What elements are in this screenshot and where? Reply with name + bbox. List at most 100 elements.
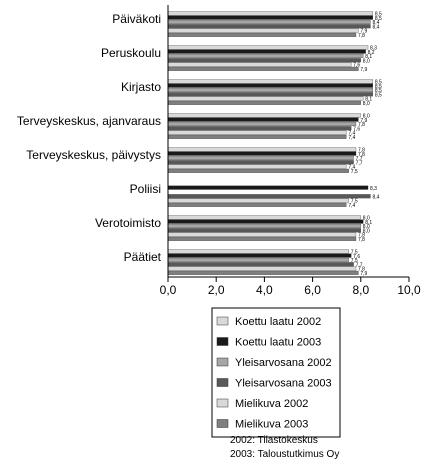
category-label: Päätiet xyxy=(124,250,162,264)
bar xyxy=(167,49,366,54)
value-label: 7,4 xyxy=(348,135,355,141)
legend-label: Mielikuva 2003 xyxy=(235,419,308,431)
value-labels: 8,58,58,48,47,97,88,38,28,18,07,67,98,58… xyxy=(348,12,382,278)
bar xyxy=(167,100,361,105)
bar xyxy=(167,155,354,160)
value-label: 8,0 xyxy=(363,101,370,107)
value-label: 8,1 xyxy=(365,220,372,226)
value-label: 7,9 xyxy=(360,118,367,124)
bar xyxy=(167,262,354,267)
value-label: 8,3 xyxy=(370,186,377,192)
value-label: 7,4 xyxy=(348,165,355,171)
bar xyxy=(167,87,374,92)
value-label: 7,9 xyxy=(360,29,367,35)
value-label: 7,6 xyxy=(353,126,360,132)
bar xyxy=(167,83,374,88)
value-label: 7,8 xyxy=(358,152,365,158)
value-label: 8,4 xyxy=(372,24,379,30)
value-label: 7,7 xyxy=(356,160,363,166)
bar xyxy=(167,202,347,207)
bar xyxy=(167,28,359,33)
value-label: 7,7 xyxy=(356,156,363,162)
category-label: Terveyskeskus, ajanvaraus xyxy=(17,114,161,128)
value-label: 7,5 xyxy=(351,169,358,175)
bar xyxy=(167,121,357,126)
bar xyxy=(167,223,361,228)
category-label: Terveyskeskus, päivystys xyxy=(26,148,161,162)
value-label: 7,9 xyxy=(360,271,367,277)
bar xyxy=(167,92,374,97)
bar xyxy=(167,32,357,37)
bar xyxy=(167,185,369,190)
value-label: 7,5 xyxy=(351,258,358,264)
value-label: 8,0 xyxy=(363,216,370,222)
source-2002: 2002: Tilastokeskus xyxy=(230,435,318,446)
x-tick-label: 2,0 xyxy=(208,283,225,297)
bar xyxy=(167,194,371,199)
category-label: Verotoimisto xyxy=(95,216,161,230)
legend-label: Yleisarvosana 2003 xyxy=(235,378,332,390)
value-label: 8,0 xyxy=(363,224,370,230)
bar xyxy=(167,79,374,84)
value-label: 7,5 xyxy=(351,199,358,205)
legend-swatch xyxy=(216,316,229,326)
legend-label: Koettu laatu 2003 xyxy=(235,337,321,349)
value-label: 7,5 xyxy=(351,250,358,256)
bar xyxy=(167,134,347,139)
bar xyxy=(167,126,352,131)
value-label: 8,4 xyxy=(372,194,379,200)
bar xyxy=(167,113,361,118)
value-label: 8,0 xyxy=(363,114,370,120)
bars xyxy=(167,11,374,275)
value-label: 7,6 xyxy=(353,63,360,69)
source-2003: 2003: Taloustutkimus Oy xyxy=(230,449,340,460)
legend-swatch xyxy=(216,357,229,367)
bar xyxy=(167,168,349,173)
bar xyxy=(167,266,357,271)
value-label: 7,8 xyxy=(358,122,365,128)
bar xyxy=(167,96,364,101)
x-tick-label: 8,0 xyxy=(352,283,369,297)
bar xyxy=(167,270,359,275)
bar xyxy=(167,228,361,233)
bar xyxy=(167,219,364,224)
bar xyxy=(167,232,357,237)
value-label: 8,4 xyxy=(372,20,379,26)
category-label: Kirjasto xyxy=(121,80,161,94)
value-label: 8,5 xyxy=(375,16,382,22)
value-label: 8,5 xyxy=(375,92,382,98)
value-label: 8,1 xyxy=(365,54,372,60)
value-label: 7,7 xyxy=(356,262,363,268)
bar xyxy=(167,19,371,24)
bar xyxy=(167,147,357,152)
value-label: 8,0 xyxy=(363,228,370,234)
value-label: 8,5 xyxy=(375,88,382,94)
x-tick-label: 0,0 xyxy=(160,283,177,297)
bar xyxy=(167,249,349,254)
category-label: Poliisi xyxy=(130,182,161,196)
bar xyxy=(167,257,349,262)
value-label: 7,8 xyxy=(358,33,365,39)
value-label: 8,5 xyxy=(375,12,382,18)
bar xyxy=(167,160,354,165)
bar xyxy=(167,164,347,169)
value-label: 7,9 xyxy=(360,67,367,73)
bar xyxy=(167,11,374,16)
legend-swatch xyxy=(216,419,229,428)
value-label: 8,2 xyxy=(368,50,375,56)
x-axis: 0,0 2,0 4,0 6,0 8,0 10,0 xyxy=(160,5,421,297)
value-label: 7,4 xyxy=(348,131,355,137)
bar xyxy=(167,117,359,122)
value-label: 8,0 xyxy=(363,58,370,64)
value-label: 7,8 xyxy=(358,148,365,154)
value-label: 7,8 xyxy=(358,267,365,273)
bar xyxy=(167,24,371,29)
value-label: 8,5 xyxy=(375,84,382,90)
legend-box xyxy=(211,307,341,438)
value-label: 8,1 xyxy=(365,97,372,103)
legend-swatch xyxy=(216,337,229,346)
legend-label: Mielikuva 2002 xyxy=(235,398,308,410)
legend: Koettu laatu 2002 Koettu laatu 2003 Yleisa… xyxy=(211,307,341,438)
bar xyxy=(167,45,369,50)
